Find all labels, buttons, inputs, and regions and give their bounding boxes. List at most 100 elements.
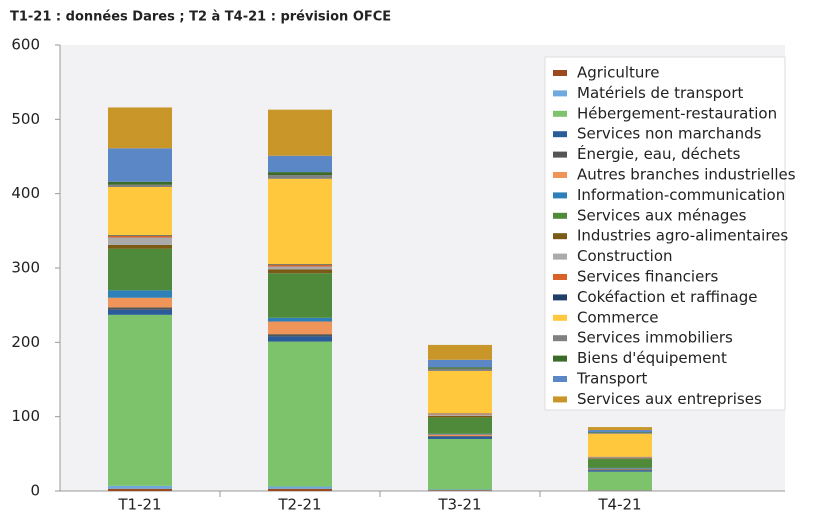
bar-segment: [428, 359, 492, 368]
bar-segment: [268, 317, 332, 322]
bar-segment: [268, 175, 332, 179]
bar-segment: [428, 434, 492, 436]
bar-segment: [428, 368, 492, 371]
y-tick-label: 400: [11, 184, 40, 202]
legend-swatch: [553, 192, 567, 199]
legend-label: Industries agro-alimentaires: [577, 227, 788, 245]
bar-segment: [108, 307, 172, 310]
legend-label: Biens d'équipement: [577, 349, 727, 367]
bar-segment: [268, 109, 332, 156]
bar-segment: [108, 290, 172, 298]
legend-label: Énergie, eau, déchets: [577, 144, 741, 163]
chart-title: T1-21 : données Dares ; T2 à T4-21 : pré…: [10, 10, 391, 25]
bar-segment: [108, 148, 172, 182]
bar-segment: [268, 334, 332, 337]
x-tick-label: T1-21: [117, 496, 161, 514]
legend-label: Cokéfaction et raffinage: [577, 288, 757, 306]
bar-segment: [428, 417, 492, 434]
legend-swatch: [553, 70, 567, 76]
bar-segment: [268, 269, 332, 274]
bar-segment: [588, 430, 652, 433]
y-tick-label: 600: [11, 36, 40, 54]
bar-segment: [268, 321, 332, 335]
bar-segment: [268, 178, 332, 265]
bar-segment: [428, 489, 492, 491]
x-tick-label: T4-21: [597, 496, 641, 514]
bar-segment: [108, 181, 172, 185]
legend-label: Services aux ménages: [577, 206, 747, 224]
x-tick-label: T2-21: [277, 496, 321, 514]
bar-segment: [268, 336, 332, 342]
legend-swatch: [553, 253, 567, 260]
bar-segment: [108, 186, 172, 236]
bar-segment: [428, 344, 492, 360]
bar-segment: [268, 155, 332, 173]
legend-swatch: [553, 376, 567, 382]
bar-segment: [108, 248, 172, 291]
bar-segment: [428, 367, 492, 369]
bar-segment: [588, 467, 652, 469]
y-tick-label: 200: [11, 333, 40, 351]
bar-segment: [268, 341, 332, 487]
bar-segment: [428, 490, 492, 491]
legend-swatch: [553, 233, 567, 240]
legend-swatch: [553, 131, 567, 138]
bar-segment: [588, 457, 652, 459]
legend-swatch: [553, 314, 567, 321]
y-tick-label: 500: [11, 110, 40, 128]
bar-segment: [268, 486, 332, 489]
legend-swatch: [553, 110, 567, 117]
bar-segment: [108, 485, 172, 489]
legend-label: Matériels de transport: [577, 84, 744, 102]
legend-label: Construction: [577, 247, 673, 265]
bar-segment: [428, 438, 492, 490]
bar-segment: [588, 432, 652, 434]
bar-segment: [588, 458, 652, 460]
legend-label: Agriculture: [577, 64, 660, 82]
bar-segment: [108, 236, 172, 238]
legend: [544, 56, 786, 411]
bar-segment: [588, 433, 652, 457]
legend-label: Transport: [576, 370, 648, 388]
y-tick-label: 0: [30, 482, 40, 500]
bar-segment: [428, 415, 492, 418]
bar-segment: [428, 414, 492, 416]
bar-segment: [588, 468, 652, 470]
legend-label: Services non marchands: [577, 125, 762, 143]
legend-label: Information-communication: [577, 186, 785, 204]
bar-segment: [108, 237, 172, 245]
bar-segment: [268, 488, 332, 491]
bar-segment: [428, 436, 492, 439]
bar-segment: [268, 172, 332, 176]
bar-segment: [108, 314, 172, 486]
legend-label: Autres branches industrielles: [577, 166, 796, 184]
bar-segment: [428, 413, 492, 415]
legend-swatch: [553, 396, 567, 403]
x-tick-label: T3-21: [437, 496, 481, 514]
bar-segment: [588, 469, 652, 471]
bar-segment: [108, 244, 172, 249]
bar-segment: [108, 235, 172, 237]
bar-segment: [108, 309, 172, 315]
bar-segment: [108, 297, 172, 308]
bar-segment: [428, 435, 492, 437]
bar-segment: [108, 107, 172, 149]
bar-segment: [268, 264, 332, 266]
bar-segment: [108, 184, 172, 187]
y-tick-label: 300: [11, 259, 40, 277]
bar-segment: [588, 471, 652, 491]
legend-label: Services aux entreprises: [577, 390, 762, 408]
bar-segment: [588, 433, 652, 434]
legend-swatch: [553, 355, 567, 362]
bar-segment: [108, 488, 172, 491]
bar-segment: [588, 470, 652, 472]
legend-swatch: [553, 212, 567, 219]
legend-swatch: [553, 151, 567, 158]
legend-swatch: [553, 335, 567, 342]
bar-segment: [268, 266, 332, 270]
y-tick-label: 100: [11, 407, 40, 425]
legend-swatch: [553, 172, 567, 178]
legend-swatch: [553, 90, 567, 97]
bar-segment: [588, 427, 652, 431]
